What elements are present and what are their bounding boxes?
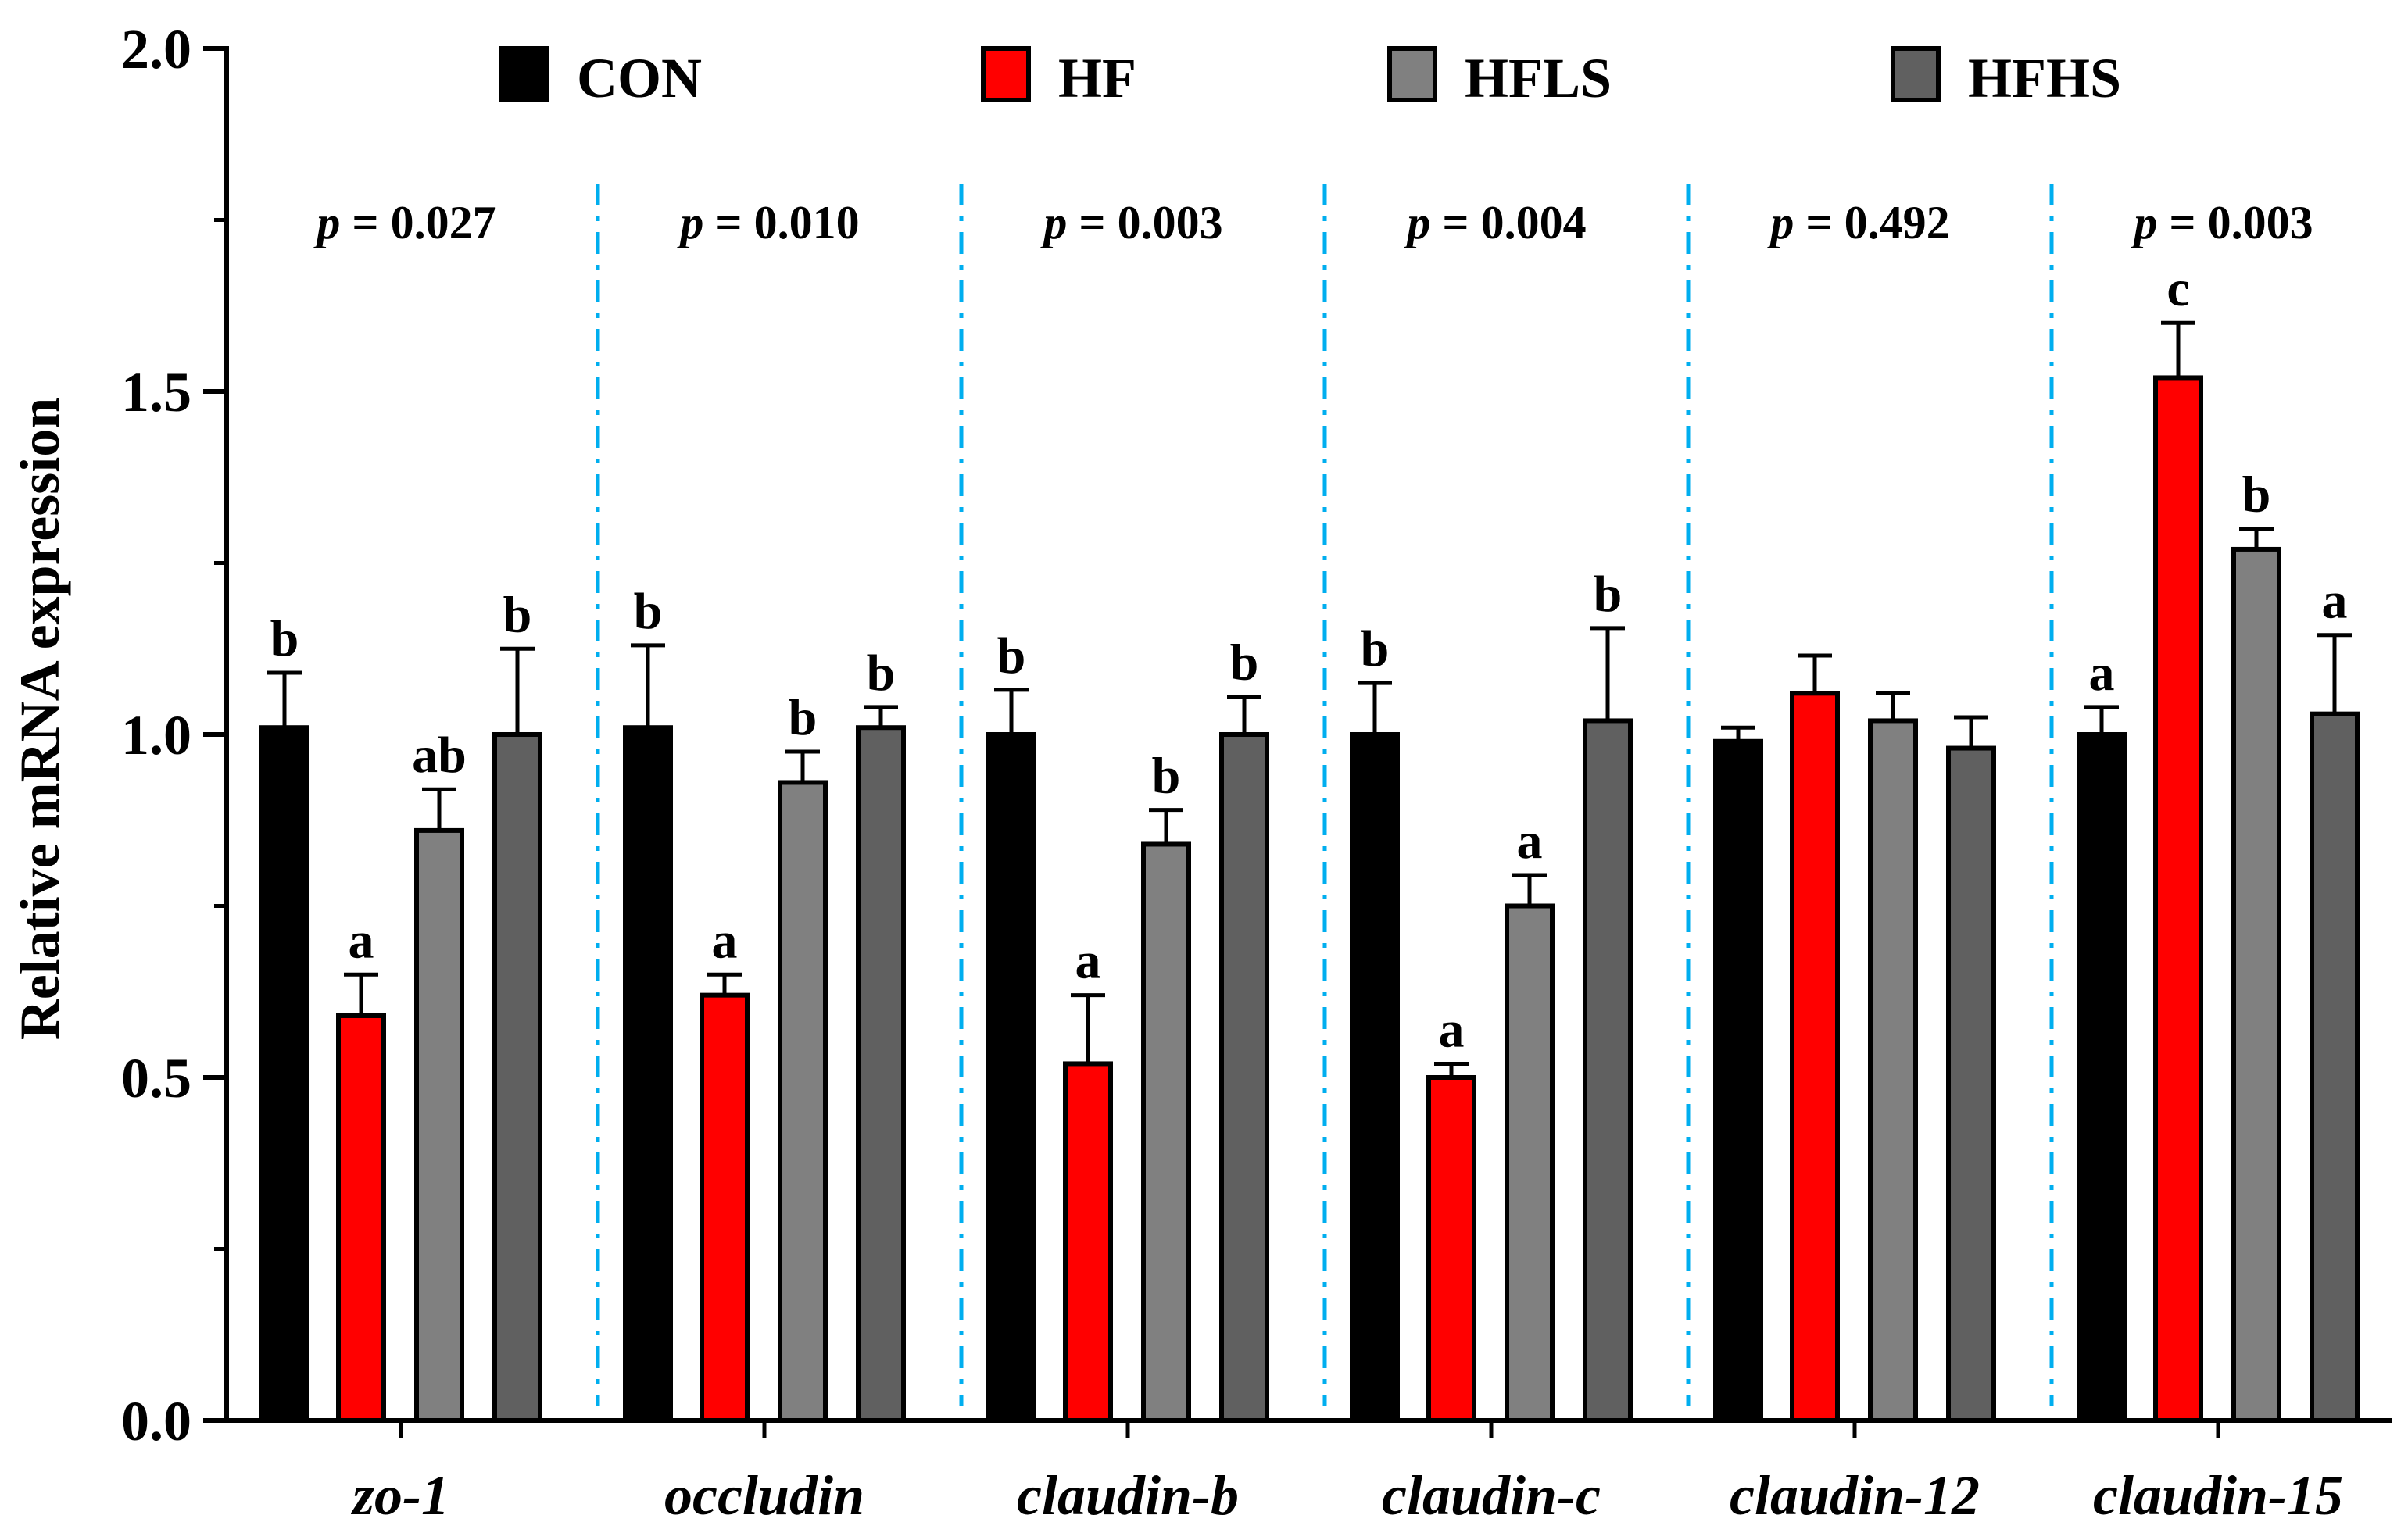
legend-swatch-con (499, 46, 549, 102)
significance-letter: a (1075, 933, 1101, 990)
significance-letter: b (634, 583, 663, 640)
legend-swatch-hfhs (1891, 46, 1941, 102)
legend: CON HF HFLS HFHS (499, 46, 2121, 109)
y-tick-label: 1.5 (121, 361, 191, 423)
significance-letter: ab (412, 727, 467, 784)
bar-con (259, 725, 309, 1423)
axes-layer: 0.0 0.5 1.0 1.5 2.0 (121, 18, 2392, 1452)
significance-letter: a (2089, 645, 2115, 702)
y-axis-title: Relative mRNA expression (9, 398, 71, 1041)
p-value-label: p = 0.010 (676, 197, 859, 248)
bar-hfhs (2310, 711, 2360, 1423)
legend-swatch-hf (981, 46, 1031, 102)
group-separators (596, 184, 2054, 1406)
significance-letter: b (2242, 466, 2271, 523)
significance-letter: b (1594, 566, 1623, 623)
significance-letter: a (712, 912, 738, 969)
significance-letter: a (1517, 813, 1543, 870)
p-value-label: p = 0.003 (1039, 197, 1222, 248)
significance-letter: b (1152, 748, 1181, 805)
bar-hfls (1505, 903, 1555, 1423)
bar-hfhs (1946, 745, 1996, 1423)
legend-label-hf: HF (1058, 47, 1136, 109)
legend-label-con: CON (577, 47, 702, 109)
x-tick-label: claudin-12 (1730, 1464, 1980, 1527)
bar-con (1713, 738, 1763, 1423)
bars-layer (259, 320, 2360, 1424)
x-tick-label: claudin-c (1382, 1464, 1601, 1527)
bar-hfls (778, 780, 828, 1423)
bar-hf (2153, 375, 2203, 1424)
y-tick-label: 1.0 (121, 704, 191, 766)
legend-swatch-hfls (1387, 46, 1437, 102)
bar-hfls (1868, 718, 1918, 1423)
bar-hf (1790, 691, 1840, 1423)
bar-hfls (2231, 546, 2281, 1424)
significance-letter: b (270, 610, 299, 667)
bar-con (2077, 732, 2127, 1423)
bar-hfls (1141, 841, 1191, 1423)
x-tick-label: occludin (664, 1464, 864, 1527)
y-tick-label: 2.0 (121, 18, 191, 80)
bar-con (1350, 732, 1400, 1423)
significance-letter: a (2322, 573, 2348, 630)
bar-con (986, 732, 1036, 1423)
p-value-label: p = 0.027 (313, 197, 496, 248)
p-value-label: p = 0.004 (1403, 197, 1586, 248)
x-tick-label: zo-1 (350, 1464, 449, 1527)
significance-letter: b (503, 586, 532, 643)
bar-hfls (414, 827, 464, 1424)
bar-hf (1426, 1075, 1476, 1423)
bar-hfhs (492, 732, 542, 1423)
significance-letter: c (2166, 260, 2189, 317)
legend-label-hfls: HFLS (1465, 47, 1612, 109)
significance-letter: b (1361, 620, 1390, 677)
y-tick-label: 0.5 (121, 1047, 191, 1109)
bar-hfhs (1583, 718, 1633, 1423)
y-tick-label: 0.0 (121, 1390, 191, 1452)
bar-hfhs (856, 725, 906, 1423)
significance-letter: a (349, 912, 374, 969)
bar-hfhs (1219, 732, 1269, 1423)
bar-hf (1063, 1061, 1113, 1423)
bar-hf (700, 992, 750, 1423)
bar-con (623, 725, 673, 1423)
legend-label-hfhs: HFHS (1968, 47, 2121, 109)
significance-letter: b (997, 627, 1026, 684)
x-tick-label: claudin-b (1017, 1464, 1239, 1527)
p-value-label: p = 0.492 (1766, 197, 1949, 248)
p-value-label: p = 0.003 (2130, 197, 2313, 248)
bar-hf (336, 1013, 386, 1423)
significance-letter: a (1439, 1001, 1465, 1058)
x-tick-label: claudin-15 (2093, 1464, 2343, 1527)
significance-letter: b (789, 689, 818, 746)
significance-letter: b (867, 645, 896, 702)
significance-letter: b (1230, 634, 1259, 691)
